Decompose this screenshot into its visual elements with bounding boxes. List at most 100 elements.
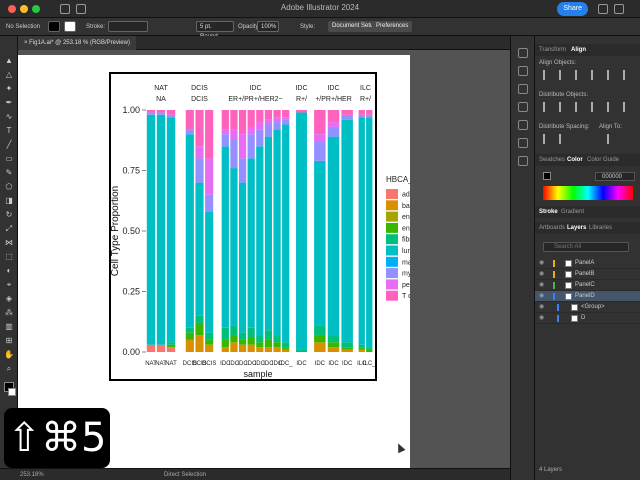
layer-row[interactable]: ◉ PanelA — [535, 258, 640, 269]
document-setup-button[interactable]: Document Setup — [328, 21, 381, 32]
minimize-window-button[interactable] — [20, 5, 28, 13]
tab-libraries[interactable]: Libraries — [589, 225, 613, 231]
align-left-icon[interactable] — [543, 70, 551, 80]
libraries-icon[interactable] — [518, 84, 528, 94]
type-tool-icon[interactable]: T — [6, 126, 12, 135]
distribute-hspace-icon[interactable] — [559, 134, 567, 144]
tab-layers[interactable]: Layers — [567, 225, 587, 231]
tab-swatches[interactable]: Swatches — [539, 157, 566, 163]
workspace-icon[interactable] — [76, 4, 86, 14]
line-tool-icon[interactable]: ╱ — [6, 140, 12, 149]
tab-color-guide[interactable]: Color Guide — [587, 157, 620, 163]
bar-segment — [282, 110, 290, 118]
artboard-tool-icon[interactable]: ⊞ — [5, 336, 13, 345]
paintbrush-tool-icon[interactable]: ✎ — [5, 168, 13, 177]
share-button[interactable]: Share — [557, 2, 588, 16]
visibility-eye-icon[interactable]: ◉ — [539, 282, 545, 288]
rotate-tool-icon[interactable]: ↻ — [5, 210, 13, 219]
visibility-eye-icon[interactable]: ◉ — [539, 304, 545, 310]
graphic-styles-icon[interactable] — [518, 156, 528, 166]
artboard[interactable]: NAT NA DCIS DCIS IDC ER+/PR+/HER2− IDC R+/IDC +/… — [18, 55, 494, 468]
close-window-button[interactable] — [8, 5, 16, 13]
hex-field[interactable]: 000000 — [595, 172, 635, 181]
preferences-button[interactable]: Preferences — [372, 21, 413, 32]
zoom-level[interactable]: 253.18% — [20, 472, 44, 478]
color-fill-swatch[interactable] — [543, 172, 551, 180]
arrange-icon[interactable] — [614, 4, 624, 14]
tab-transform[interactable]: Transform — [539, 47, 567, 53]
direct-selection-tool-icon[interactable]: △ — [5, 70, 13, 79]
scale-tool-icon[interactable]: ⤢ — [5, 224, 13, 233]
search-icon[interactable] — [598, 4, 608, 14]
width-tool-icon[interactable]: ⋈ — [5, 238, 13, 247]
blend-tool-icon[interactable]: ◈ — [5, 294, 13, 303]
eyedropper-tool-icon[interactable]: ⌖ — [6, 280, 12, 289]
align-hcenter-icon[interactable] — [559, 70, 567, 80]
brushes-icon[interactable] — [518, 120, 528, 130]
symbol-sprayer-tool-icon[interactable]: ⁂ — [5, 308, 13, 317]
visibility-eye-icon[interactable]: ◉ — [539, 293, 545, 299]
eraser-tool-icon[interactable]: ◨ — [5, 196, 13, 205]
tab-stroke[interactable]: Stroke — [539, 209, 558, 215]
align-right-icon[interactable] — [575, 70, 583, 80]
bar-segment — [314, 141, 326, 161]
close-tab-icon[interactable]: × — [24, 40, 30, 46]
align-to-selection-icon[interactable] — [607, 134, 615, 144]
fill-swatch[interactable] — [48, 21, 60, 32]
stacked-bar-chart[interactable]: NATNADCISDCISIDCER+/PR+/HER2−IDCR+/IDC+/… — [18, 55, 494, 468]
layer-row[interactable]: ◉ PanelB — [535, 269, 640, 280]
stroke-swatch[interactable] — [64, 21, 76, 32]
bar-segment — [221, 339, 229, 348]
tab-gradient[interactable]: Gradient — [561, 209, 585, 215]
tab-artboards[interactable]: Artboards — [539, 225, 566, 231]
curvature-tool-icon[interactable]: ∿ — [5, 112, 13, 121]
comments-icon[interactable] — [518, 102, 528, 112]
zoom-tool-icon[interactable]: ⌕ — [6, 364, 12, 373]
free-transform-tool-icon[interactable]: ⬚ — [5, 252, 13, 261]
shaper-tool-icon[interactable]: ⬠ — [5, 182, 13, 191]
pen-tool-icon[interactable]: ✒ — [5, 98, 13, 107]
document-tab[interactable]: × Fig1A.ai* @ 253.18 % (RGB/Preview) — [18, 36, 136, 50]
visibility-eye-icon[interactable]: ◉ — [539, 260, 545, 266]
symbols-icon[interactable] — [518, 138, 528, 148]
align-top-icon[interactable] — [591, 70, 599, 80]
x-tick-label: IDC — [296, 361, 307, 367]
zoom-window-button[interactable] — [32, 5, 40, 13]
distribute-vspace-icon[interactable] — [543, 134, 551, 144]
rectangle-tool-icon[interactable]: ▭ — [5, 154, 13, 163]
tab-align[interactable]: Align — [571, 47, 586, 53]
distribute-bottom-icon[interactable] — [575, 102, 583, 112]
distribute-top-icon[interactable] — [543, 102, 551, 112]
layer-row[interactable]: ◉ D — [535, 313, 640, 324]
graph-tool-icon[interactable]: ▥ — [5, 322, 13, 331]
stroke-weight-field[interactable] — [108, 21, 148, 32]
properties-icon[interactable] — [518, 48, 528, 58]
canvas[interactable]: NAT NA DCIS DCIS IDC ER+/PR+/HER2− IDC R+/IDC +/… — [18, 50, 510, 468]
layer-row[interactable]: ◉ <Group> — [535, 302, 640, 313]
distribute-right-icon[interactable] — [623, 102, 631, 112]
brush-select[interactable]: 5 pt. Round — [196, 21, 234, 40]
distribute-left-icon[interactable] — [591, 102, 599, 112]
bar-segment — [185, 129, 194, 135]
layers-search-input[interactable]: Search All — [543, 242, 629, 252]
visibility-eye-icon[interactable]: ◉ — [539, 271, 545, 277]
align-vcenter-icon[interactable] — [607, 70, 615, 80]
layer-row[interactable]: ◉ PanelD — [535, 291, 640, 302]
layer-thumbnail — [571, 315, 578, 322]
distribute-hcenter-icon[interactable] — [607, 102, 615, 112]
selection-tool-icon[interactable]: ▲ — [5, 56, 13, 65]
bar-segment — [327, 347, 340, 352]
layers-icon[interactable] — [518, 66, 528, 76]
shape-builder-tool-icon[interactable]: ◐ — [6, 266, 12, 275]
stroke-color-icon[interactable] — [8, 388, 16, 396]
distribute-vcenter-icon[interactable] — [559, 102, 567, 112]
opacity-field[interactable]: 100% — [257, 21, 279, 32]
align-bottom-icon[interactable] — [623, 70, 631, 80]
tab-color[interactable]: Color — [567, 157, 583, 163]
layer-row[interactable]: ◉ PanelC — [535, 280, 640, 291]
hand-tool-icon[interactable]: ✋ — [4, 350, 14, 359]
visibility-eye-icon[interactable]: ◉ — [539, 315, 545, 321]
home-icon[interactable] — [60, 4, 70, 14]
magic-wand-tool-icon[interactable]: ✦ — [5, 84, 13, 93]
color-spectrum[interactable] — [543, 186, 633, 200]
